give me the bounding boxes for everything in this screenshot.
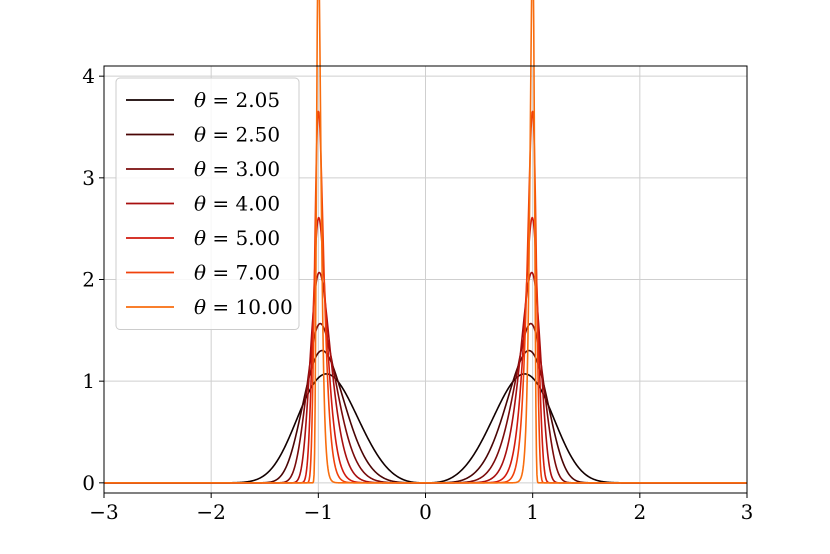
legend-label-5: θ = 7.00 <box>194 261 280 285</box>
y-tick-label: 1 <box>82 369 95 393</box>
legend: θ = 2.05 θ = 2.50 θ = 3.00 θ = 4.00 θ = 5.00… <box>115 77 300 330</box>
legend-label-1: θ = 2.50 <box>194 123 280 147</box>
x-tick-label: 2 <box>633 500 646 524</box>
legend-label-6: θ = 10.00 <box>194 295 293 319</box>
series-layer <box>103 0 748 484</box>
legend-label-2: θ = 3.00 <box>194 157 280 181</box>
legend-label-3: θ = 4.00 <box>194 192 280 216</box>
ticks: −3 −2 −1 0 1 2 3 0 1 2 3 4 <box>82 64 753 524</box>
y-tick-label: 3 <box>82 166 95 190</box>
x-tick-label: −1 <box>304 500 333 524</box>
legend-label-4: θ = 5.00 <box>194 226 280 250</box>
legend-label-0: θ = 2.05 <box>194 88 280 112</box>
y-tick-label: 4 <box>82 64 95 88</box>
x-tick-label: 0 <box>419 500 432 524</box>
x-tick-label: 1 <box>526 500 539 524</box>
y-tick-label: 0 <box>82 471 95 495</box>
x-tick-label: −2 <box>196 500 225 524</box>
x-tick-label: −3 <box>89 500 118 524</box>
legend-box <box>115 77 300 330</box>
series-line-6 <box>103 0 748 484</box>
y-tick-label: 2 <box>82 268 95 292</box>
x-tick-label: 3 <box>741 500 754 524</box>
